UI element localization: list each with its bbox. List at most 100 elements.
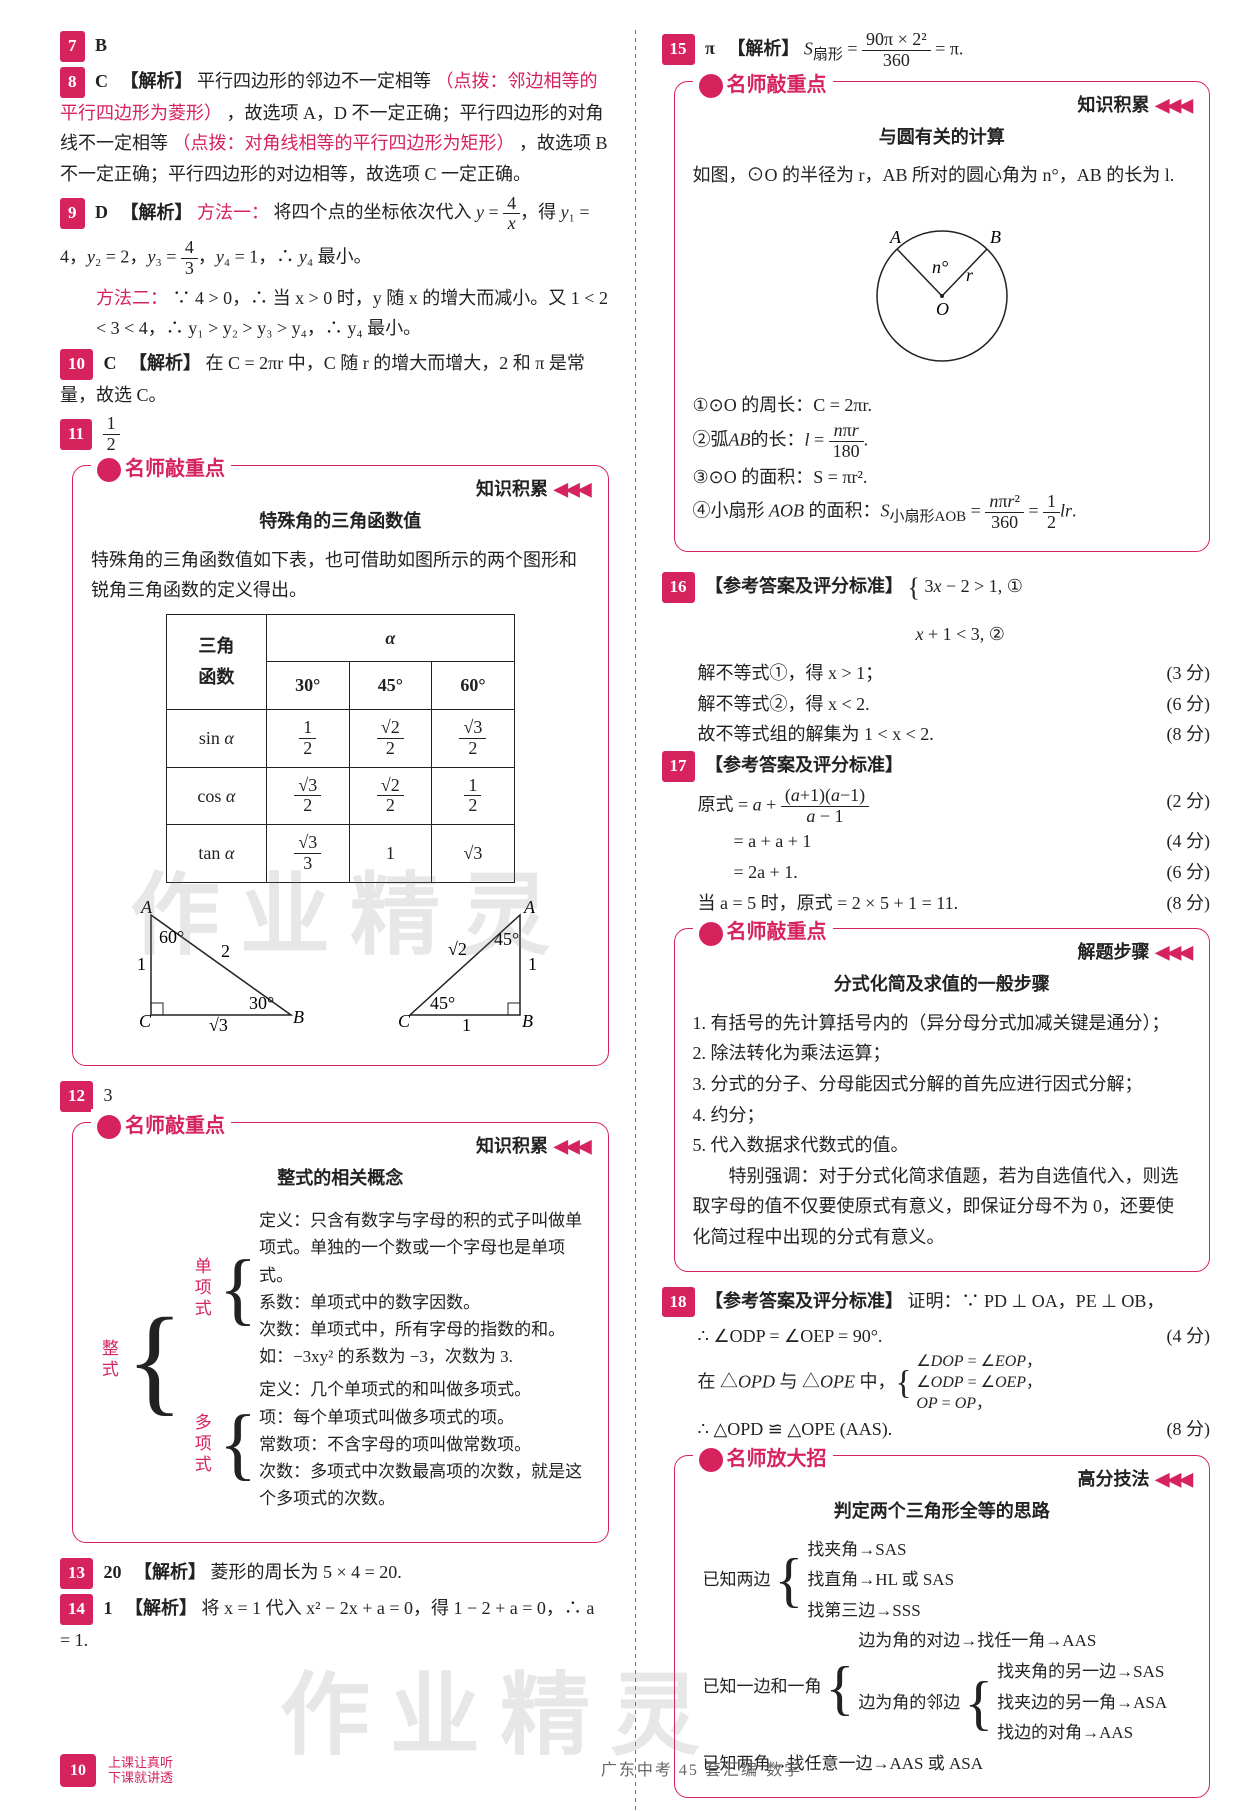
td: √22 <box>349 709 432 767</box>
tip-box-circle: 名师敲重点 知识积累◀◀◀ 与圆有关的计算 如图，⊙O 的半径为 r，AB 所对… <box>674 81 1211 552</box>
svg-text:A: A <box>140 897 153 917</box>
tip-box-congruent: 名师放大招 高分技法◀◀◀ 判定两个三角形全等的思路 已知两边 { 找夹角→SA… <box>674 1455 1211 1798</box>
td: √22 <box>349 767 432 825</box>
q-num: 10 <box>60 349 93 380</box>
score: (6 分) <box>1167 857 1211 888</box>
q-answer: 20 <box>104 1562 122 1582</box>
q17-line: 原式 = a + (a+1)(a−1)a − 1(2 分) <box>662 786 1211 827</box>
tip-right-text: 解题步骤 <box>1077 942 1149 962</box>
q17: 17 【参考答案及评分标准】 <box>662 750 1211 782</box>
svg-text:n°: n° <box>932 257 948 277</box>
tip-tab: 名师敲重点 <box>693 915 833 949</box>
th-fn: 三角函数 <box>166 614 266 709</box>
circle-line: ②弧AB的长：l = nπr180. <box>693 421 1192 462</box>
svg-text:30°: 30° <box>249 993 274 1013</box>
td-fn: sin α <box>166 709 266 767</box>
q8: 8 C 【解析】 平行四边形的邻边不一定相等 （点拨：邻边相等的平行四边形为菱形… <box>60 66 609 190</box>
svg-text:r: r <box>966 265 974 285</box>
q-num: 9 <box>60 198 85 229</box>
q-num: 12 <box>60 1081 93 1112</box>
text: = a + a + 1 <box>698 831 812 851</box>
q-answer: 1 <box>104 1598 113 1618</box>
tip-tab: 名师敲重点 <box>91 452 231 486</box>
page-number: 10 <box>60 1754 96 1787</box>
tri-icon: ◀◀◀ <box>554 479 590 499</box>
tip-right: 高分技法◀◀◀ <box>1077 1464 1191 1495</box>
tri-icon: ◀◀◀ <box>1155 942 1191 962</box>
circle-line: ④小扇形 AOB 的面积：S小扇形AOB = nπr²360 = 12lr. <box>693 492 1192 533</box>
th-col: 45° <box>349 662 432 710</box>
b1-label: 已知两边 <box>703 1565 771 1596</box>
brace-icon: { <box>826 1670 855 1706</box>
q9: 9 D 【解析】 方法一： 将四个点的坐标依次代入 y = 4x，得 y₁ = <box>60 194 609 235</box>
q-answer: π <box>705 38 715 58</box>
poly-line: 定义：几个单项式的和叫做多项式。 <box>259 1376 589 1403</box>
tip-intro: 如图，⊙O 的半径为 r，AB 所对的圆心角为 n°，AB 的长为 l. <box>693 160 1192 191</box>
tri-icon: ◀◀◀ <box>554 1136 590 1156</box>
score: (8 分) <box>1167 719 1211 750</box>
analysis-label: 【解析】 <box>727 38 799 58</box>
q12: 12 3 <box>60 1080 609 1112</box>
td: 12 <box>266 709 349 767</box>
q17-line: = a + a + 1(4 分) <box>662 826 1211 857</box>
th-col: 30° <box>266 662 349 710</box>
footer-side: 上课让真听 下课就讲透 <box>108 1755 173 1786</box>
svg-text:C: C <box>398 1011 411 1031</box>
analysis-label: 【解析】 <box>129 353 201 373</box>
td: 1 <box>349 825 432 883</box>
tri-icon: ◀◀◀ <box>1155 1469 1191 1489</box>
analysis-label: 【解析】 <box>121 202 193 222</box>
tip-right: 解题步骤 ◀◀◀ <box>1077 937 1191 968</box>
circle-line: ③⊙O 的面积：S = πr². <box>693 462 1192 493</box>
q-answer: C <box>104 353 117 373</box>
triangle-diagrams: A B C 60° 30° 2 1 √3 A B C 45° 45° √2 1 … <box>91 895 590 1035</box>
std-label: 【参考答案及评分标准】 <box>705 1291 903 1311</box>
svg-text:1: 1 <box>137 954 146 974</box>
q-num: 18 <box>662 1287 695 1318</box>
b2-label: 已知一边和一角 <box>703 1672 822 1703</box>
tip-right: 知识积累◀◀◀ <box>476 1131 590 1162</box>
q17-line: = 2a + 1.(6 分) <box>662 857 1211 888</box>
tip-subtitle: 整式的相关概念 <box>91 1163 590 1194</box>
tip-tab: 名师敲重点 <box>91 1109 231 1143</box>
svg-text:B: B <box>522 1011 533 1031</box>
tip-tab-label: 名师敲重点 <box>125 1115 225 1137</box>
q-num: 14 <box>60 1594 93 1625</box>
q-answer: 3 <box>104 1085 113 1105</box>
footer: 10 上课让真听 下课就讲透 广东中考 45 套汇编·数学 <box>60 1754 1210 1787</box>
footer-title: 广东中考 45 套汇编·数学 <box>193 1757 1210 1784</box>
footer-side-line: 上课让真听 <box>108 1755 173 1770</box>
analysis-label: 【解析】 <box>125 1598 197 1618</box>
mono-label: 单项式 <box>186 1207 217 1370</box>
mono-line: 如：−3xy² 的系数为 −3，次数为 3. <box>259 1343 589 1370</box>
q18: 18 【参考答案及评分标准】 证明：∵ PD ⊥ OA，PE ⊥ OB， <box>662 1286 1211 1318</box>
brace-icon: { <box>217 1412 259 1476</box>
q16-line: 解不等式②，得 x < 2.(6 分) <box>662 689 1211 720</box>
std-label: 【参考答案及评分标准】 <box>705 576 903 596</box>
score: (4 分) <box>1167 1321 1211 1352</box>
step: 1. 有括号的先计算括号内的（异分母分式加减关键是通分）； <box>693 1008 1192 1039</box>
text: 解不等式①，得 x > 1； <box>698 663 884 683</box>
svg-text:1: 1 <box>528 954 537 974</box>
brace-icon: { <box>964 1685 993 1721</box>
tip-subtitle: 分式化简及求值的一般步骤 <box>693 969 1192 1000</box>
q-num: 8 <box>60 67 85 98</box>
text: ∴ △OPD ≌ △OPE (AAS). <box>698 1419 893 1439</box>
q18-line: ∴ △OPD ≌ △OPE (AAS).(8 分) <box>662 1414 1211 1445</box>
q-answer: B <box>95 35 107 55</box>
b2a: 边为角的对边→找任一角→AAS <box>858 1626 1167 1657</box>
td-fn: cos α <box>166 767 266 825</box>
b1-line: 找夹角→SAS <box>807 1535 954 1566</box>
th-col: 60° <box>432 662 515 710</box>
q-num: 7 <box>60 31 85 62</box>
mono-line: 定义：只含有数字与字母的积的式子叫做单项式。单独的一个数或一个字母也是单项式。 <box>259 1207 589 1289</box>
tip-intro: 特殊角的三角函数值如下表，也可借助如图所示的两个图形和锐角三角函数的定义得出。 <box>91 545 590 606</box>
tip-tab: 名师放大招 <box>693 1442 833 1476</box>
step: 4. 约分； <box>693 1100 1192 1131</box>
left-column: 7 B 8 C 【解析】 平行四边形的邻边不一定相等 （点拨：邻边相等的平行四边… <box>60 30 609 1812</box>
tip-box-fenshi: 名师敲重点 解题步骤◀◀◀ 分式化简及求值的一般步骤 1. 有括号的先计算括号内… <box>674 928 1211 1271</box>
q-num: 11 <box>60 419 92 450</box>
q-num: 17 <box>662 751 695 782</box>
b1-line: 找第三边→SSS <box>807 1596 954 1627</box>
brace-zhengshi: 整式 { 单项式 { 定义：只含有数字与字母的积的式子叫做单项式。单独的一个数或… <box>91 1201 590 1518</box>
